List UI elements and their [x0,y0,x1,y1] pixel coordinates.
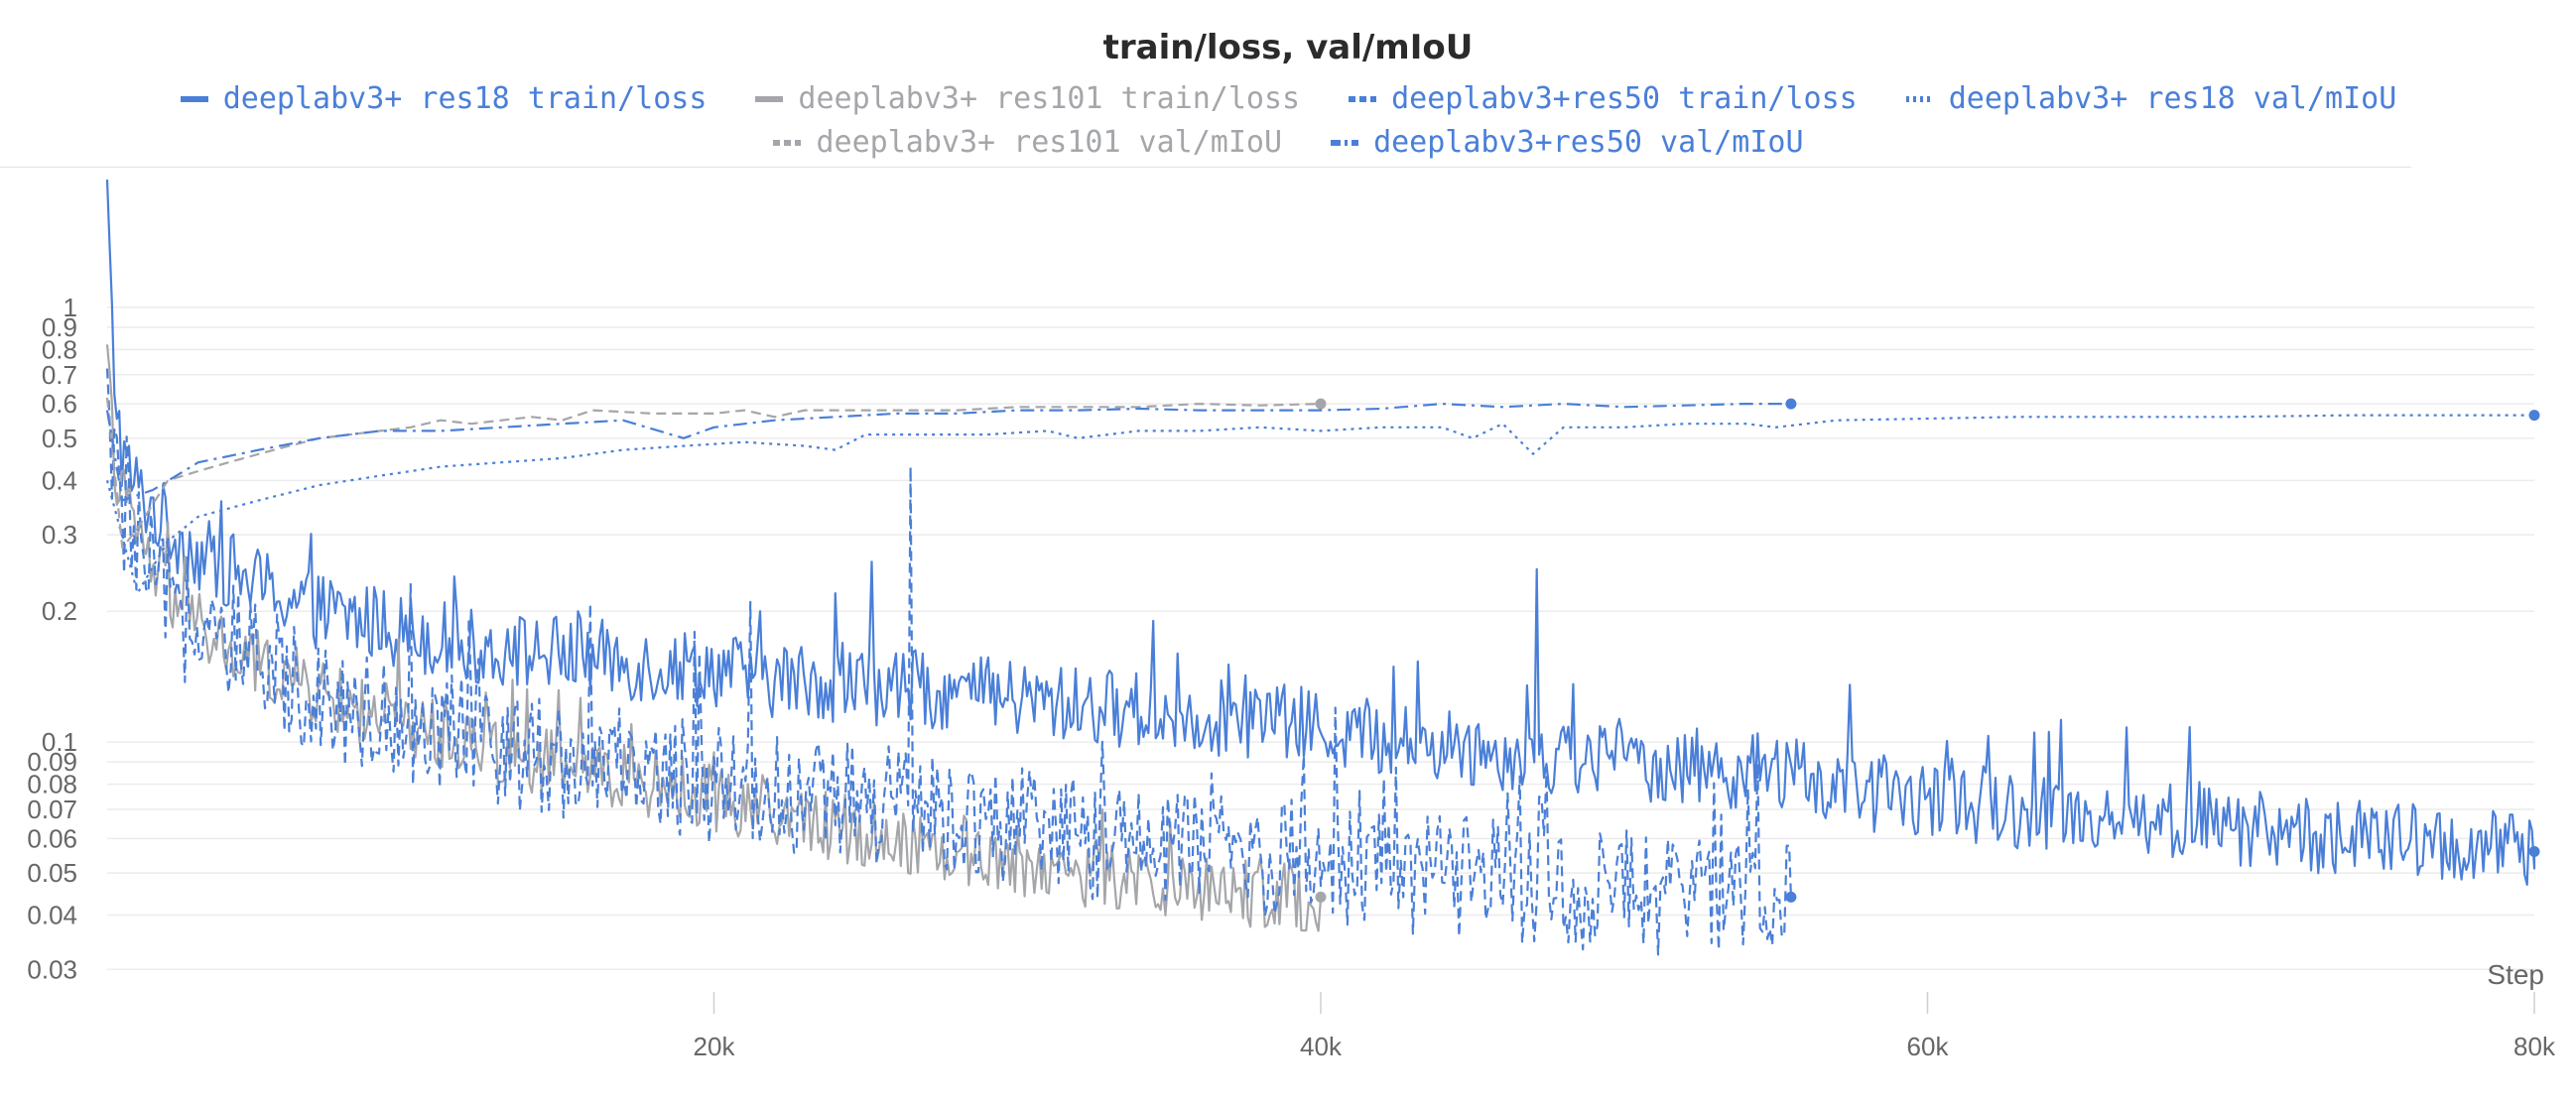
series-endpoint-deeplabv3-res101-val-miou [1315,398,1327,410]
legend-label: deeplabv3+ res18 val/mIoU [1948,81,2397,116]
series-line-deeplabv3-res50-train-loss [105,368,1792,956]
series-lines [105,180,2540,956]
y-tick-label: 0.9 [42,312,77,342]
series-endpoint-deeplabv3-res18-train-loss [2528,846,2540,858]
x-tick-label: 80k [2513,1032,2556,1061]
y-tick-label: 0.07 [27,795,77,824]
legend-swatch [755,95,784,102]
y-tick-label: 0.3 [42,520,77,550]
legend-item-deeplabv3-res18-train-loss[interactable]: deeplabv3+ res18 train/loss [180,81,708,116]
legend-label: deeplabv3+ res101 val/mIoU [816,125,1283,160]
legend-swatch [1349,95,1377,102]
y-tick-label: 0.5 [42,424,77,453]
legend-label: deeplabv3+res50 val/mIoU [1373,125,1804,160]
axes: 10.90.80.70.6 0.5 0.4 0.3 0.2 0.10.090.080.07… [27,293,2556,1061]
x-tick-label: 60k [1907,1032,1950,1061]
chart-divider [0,167,2411,168]
series-endpoint-deeplabv3-res101-train-loss [1315,891,1327,903]
x-tick-label: 40k [1300,1032,1343,1061]
y-tick-label: 0.04 [27,901,77,930]
legend-item-deeplabv3-res101-val-miou[interactable]: deeplabv3+ res101 val/mIoU [772,125,1282,160]
legend-item-deeplabv3-res50-train-loss[interactable]: deeplabv3+res50 train/loss [1348,81,1858,116]
legend-item-deeplabv3-res101-train-loss[interactable]: deeplabv3+ res101 train/loss [754,81,1300,116]
y-tick-label: 0.6 [42,389,77,419]
legend-item-deeplabv3-res50-val-miou[interactable]: deeplabv3+res50 val/mIoU [1330,125,1804,160]
legend-row-2: deeplabv3+ res101 val/mIoU deeplabv3+res5… [0,125,2576,160]
y-tick-label: 0.2 [42,596,77,626]
legend-swatch [1331,139,1359,146]
legend-swatch [773,139,802,146]
series-line-deeplabv3-res18-val-miou [105,414,2534,595]
series-endpoint-deeplabv3-res50-train-loss [1785,891,1797,903]
y-tick-label: 0.8 [42,334,77,364]
y-tick-label: 0.1 [42,727,77,757]
series-endpoint-deeplabv3-res50-val-miou [1785,398,1797,410]
y-tick-label: 0.03 [27,954,77,984]
legend-row-1: deeplabv3+ res18 train/loss deeplabv3+ re… [0,81,2576,116]
y-tick-label: 0.05 [27,858,77,888]
series-line-deeplabv3-res101-val-miou [105,397,1322,550]
y-tick-label: 0.7 [42,360,77,390]
x-axis-label: Step [2487,959,2544,990]
legend-label: deeplabv3+ res18 train/loss [222,81,708,116]
legend-label: deeplabv3+ res101 train/loss [798,81,1301,116]
legend-swatch [1905,95,1934,102]
legend-label: deeplabv3+res50 train/loss [1391,81,1858,116]
y-tick-label: 0.06 [27,823,77,853]
y-tick-label: 0.09 [27,747,77,777]
x-tick-label: 20k [694,1032,736,1061]
series-endpoint-deeplabv3-res18-val-miou [2528,410,2540,422]
y-tick-label: 1 [64,293,77,322]
legend-item-deeplabv3-res18-val-miou[interactable]: deeplabv3+ res18 val/mIoU [1905,81,2397,116]
legend-swatch [180,95,208,102]
series-line-deeplabv3-res50-val-miou [105,403,1791,502]
y-tick-label: 0.08 [27,770,77,799]
series-line-deeplabv3-res101-train-loss [105,344,1323,932]
series-line-deeplabv3-res18-train-loss [105,180,2536,886]
chart-title: train/loss, val/mIoU [1102,28,1474,67]
y-tick-label: 0.4 [42,465,77,495]
grid-lines [107,306,2534,971]
